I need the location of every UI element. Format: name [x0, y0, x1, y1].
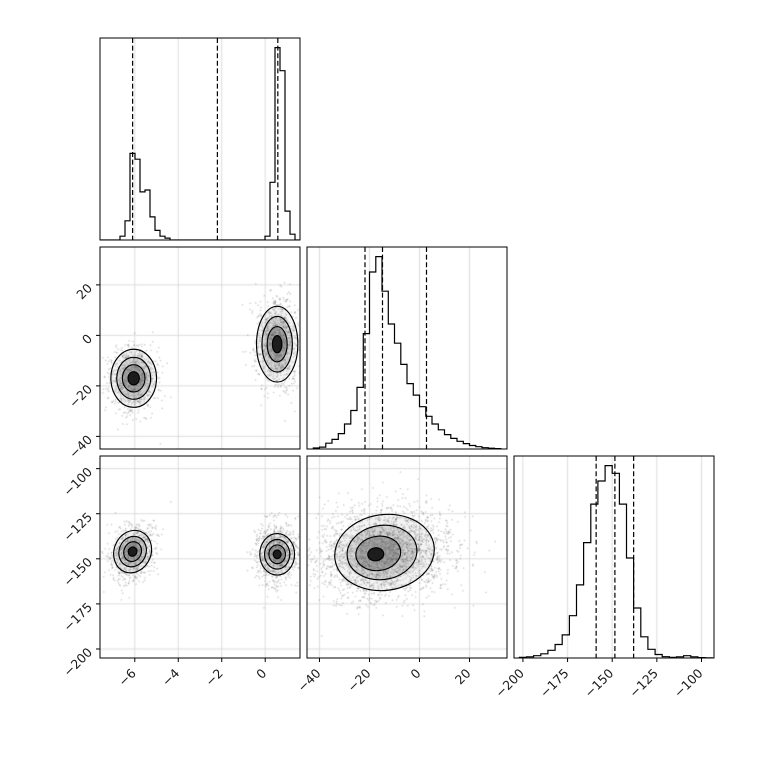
histogram-step-2: [518, 465, 713, 658]
y-tick-label: −20: [66, 381, 95, 410]
panel-contours-2-0: [113, 529, 296, 576]
y-tick-label: −100: [60, 464, 95, 499]
panel-contours-2-1: [334, 513, 435, 592]
histogram-step-0: [100, 47, 300, 240]
x-tick-label: −200: [492, 665, 527, 700]
x-tick-label: −100: [671, 665, 706, 700]
x-tick-label: −40: [294, 665, 323, 694]
y-tick-label: −150: [60, 554, 95, 589]
histogram-step-1: [312, 256, 502, 449]
contour-layers: [110, 305, 435, 592]
panel-spine-1-1: [306, 246, 508, 450]
x-tick-label: −125: [626, 666, 661, 701]
y-tick-label: −200: [60, 644, 95, 679]
panel-contours-1-0: [110, 305, 299, 408]
panel-spine-2-2: [513, 455, 715, 659]
histograms: [100, 38, 713, 658]
x-tick-label: −20: [344, 665, 373, 694]
panel-spine-0-0: [99, 37, 301, 241]
y-tick-label: −125: [60, 509, 95, 544]
x-tick-label: −2: [202, 666, 226, 690]
x-tick-label: 0: [407, 665, 423, 681]
y-tick-label: −175: [60, 599, 95, 634]
x-tick-label: 20: [452, 665, 474, 687]
y-tick-label: −40: [66, 432, 95, 461]
x-tick-label: 0: [253, 665, 269, 681]
y-tick-label: 20: [73, 280, 95, 302]
panel-spine-2-1: [306, 455, 508, 659]
x-tick-label: −6: [115, 665, 139, 689]
panel-spine-2-0: [99, 455, 301, 659]
x-tick-label: −4: [159, 665, 183, 689]
x-tick-label: −150: [581, 665, 616, 700]
y-tick-label: 0: [79, 331, 95, 347]
x-tick-label: −175: [537, 666, 572, 701]
panel-spine-1-0: [99, 246, 301, 450]
axes: −6 −4 −2 0 −40 −20 0 20 −200 −175 −150 −125 −100200−…: [60, 37, 715, 701]
